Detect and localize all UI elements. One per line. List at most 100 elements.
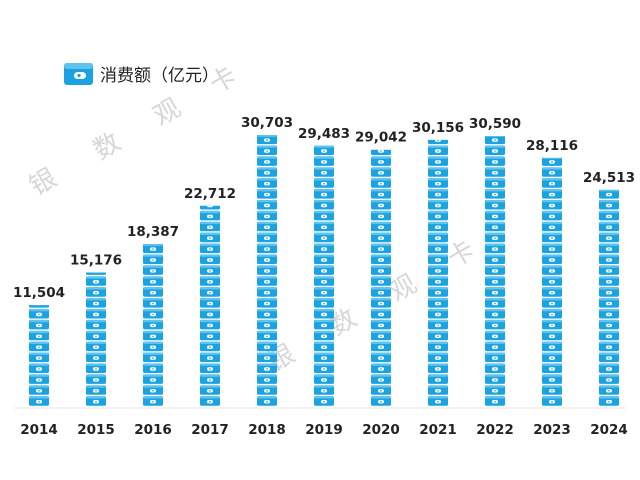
wallet-icon xyxy=(314,178,334,188)
wallet-icon xyxy=(314,254,334,264)
wallet-icon xyxy=(29,308,49,319)
wallet-icon xyxy=(314,265,334,275)
wallet-icon xyxy=(257,210,277,221)
wallet-icon xyxy=(599,385,619,395)
wallet-icon xyxy=(257,276,277,286)
wallet-icon xyxy=(257,167,277,177)
wallet-icon xyxy=(428,199,448,210)
wallet-icon xyxy=(542,363,562,373)
wallet-icon xyxy=(485,319,505,330)
wallet-icon xyxy=(428,221,448,232)
wallet-icon xyxy=(86,363,106,373)
wallet-icon xyxy=(200,243,220,254)
x-tick-label: 2020 xyxy=(362,422,400,438)
wallet-icon xyxy=(428,374,448,384)
watermark-char: 卡 xyxy=(443,235,481,274)
wallet-icon xyxy=(86,287,106,297)
wallet-icon xyxy=(314,341,334,352)
x-tick-label: 2019 xyxy=(305,422,343,438)
wallet-stack xyxy=(200,205,220,406)
wallet-icon xyxy=(485,156,505,166)
wallet-icon xyxy=(143,396,163,406)
value-label: 28,116 xyxy=(526,138,578,154)
wallet-icon xyxy=(257,319,277,330)
wallet-icon xyxy=(257,265,277,275)
wallet-icon xyxy=(599,199,619,210)
wallet-icon xyxy=(428,308,448,319)
watermark-char: 观 xyxy=(149,93,187,132)
wallet-icon xyxy=(143,254,163,264)
wallet-icon xyxy=(599,308,619,319)
wallet-icon xyxy=(599,341,619,352)
watermark-char: 银 xyxy=(25,163,63,202)
wallet-icon xyxy=(314,298,334,308)
x-tick-label: 2017 xyxy=(191,422,229,438)
wallet-icon xyxy=(314,308,334,319)
wallet-icon xyxy=(542,330,562,341)
x-tick-label: 2024 xyxy=(590,422,628,438)
x-tick-label: 2016 xyxy=(134,422,172,438)
wallet-icon xyxy=(200,319,220,330)
wallet-icon xyxy=(485,352,505,363)
wallet-icon xyxy=(371,385,391,395)
wallet-icon xyxy=(257,287,277,297)
bar-2017 xyxy=(200,205,220,406)
wallet-icon xyxy=(200,221,220,232)
wallet-icon xyxy=(200,341,220,352)
bar-2023 xyxy=(542,157,562,406)
wallet-icon xyxy=(200,210,220,221)
wallet-icon xyxy=(599,254,619,264)
bar-2019 xyxy=(314,145,334,406)
wallet-icon xyxy=(599,276,619,286)
wallet-icon xyxy=(428,363,448,373)
bar-2015 xyxy=(86,272,106,406)
wallet-icon xyxy=(257,145,277,155)
wallet-icon xyxy=(428,276,448,286)
legend-label: 消费额（亿元） xyxy=(100,66,219,86)
wallet-icon xyxy=(599,232,619,243)
value-label: 29,483 xyxy=(298,126,350,142)
wallet-icon xyxy=(428,156,448,166)
wallet-icon xyxy=(599,352,619,363)
wallet-icon xyxy=(371,396,391,406)
wallet-icon xyxy=(200,352,220,363)
wallet-icon xyxy=(485,396,505,406)
wallet-icon xyxy=(485,254,505,264)
wallet-icon xyxy=(485,167,505,177)
wallet-icon xyxy=(200,298,220,308)
wallet-icon xyxy=(371,199,391,210)
wallet-icon xyxy=(200,385,220,395)
wallet-icon xyxy=(371,308,391,319)
value-labels: 11,504 15,176 18,387 22,712 30,703 29,483 29,0… xyxy=(13,115,635,301)
x-tick-label: 2015 xyxy=(77,422,115,438)
wallet-icon xyxy=(485,178,505,188)
wallet-icon xyxy=(200,374,220,384)
wallet-icon xyxy=(200,308,220,319)
bar-2022 xyxy=(485,136,505,406)
wallet-icon xyxy=(86,352,106,363)
wallet-icon xyxy=(428,139,448,145)
wallet-icon xyxy=(542,319,562,330)
wallet-icon xyxy=(29,396,49,406)
wallet-icon xyxy=(428,287,448,297)
wallet-icon xyxy=(86,319,106,330)
wallet-icon xyxy=(257,178,277,188)
x-tick-label: 2022 xyxy=(476,422,514,438)
legend: 消费额（亿元） xyxy=(64,63,219,86)
wallet-icon xyxy=(371,189,391,199)
wallet-icon xyxy=(542,352,562,363)
value-label: 18,387 xyxy=(127,224,179,240)
wallet-icon xyxy=(371,352,391,363)
wallet-stack xyxy=(314,145,334,406)
wallet-icon xyxy=(29,341,49,352)
wallet-icon xyxy=(485,221,505,232)
wallet-icon xyxy=(542,189,562,199)
x-tick-label: 2018 xyxy=(248,422,286,438)
wallet-icon xyxy=(314,221,334,232)
wallet-icon xyxy=(428,210,448,221)
wallet-icon xyxy=(371,254,391,264)
wallet-icon xyxy=(485,232,505,243)
value-label: 22,712 xyxy=(184,186,236,202)
wallet-icon xyxy=(428,265,448,275)
